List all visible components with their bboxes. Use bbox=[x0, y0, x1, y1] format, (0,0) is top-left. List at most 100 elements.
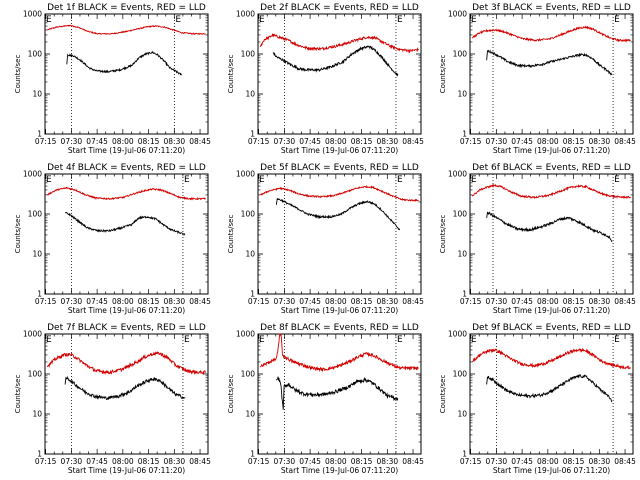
x-tick-label: 07:30 bbox=[486, 137, 508, 146]
series-line-events bbox=[275, 376, 399, 410]
series-line-events bbox=[66, 50, 182, 76]
chart-title: Det 2f BLACK = Events, RED = LLD bbox=[260, 3, 419, 13]
x-tick-label: 07:15 bbox=[35, 137, 57, 146]
x-tick-label: 07:30 bbox=[61, 137, 83, 146]
x-tick-label: 08:15 bbox=[563, 457, 585, 466]
marker-left: E bbox=[46, 335, 52, 345]
y-tick-label: 1000 bbox=[448, 170, 467, 179]
marker-right: E bbox=[175, 15, 181, 25]
x-axis-label: Start Time (19-Jul-06 07:11:20) bbox=[281, 146, 398, 155]
marker-right: E bbox=[614, 335, 620, 345]
x-axis-label: Start Time (19-Jul-06 07:11:20) bbox=[68, 466, 185, 475]
x-tick-label: 08:15 bbox=[563, 297, 585, 306]
x-axis-label: Start Time (19-Jul-06 07:11:20) bbox=[493, 466, 610, 475]
y-tick-label: 1 bbox=[462, 130, 467, 139]
y-tick-label: 1000 bbox=[448, 10, 467, 19]
chart-panel: Det 9f BLACK = Events, RED = LLD 1 10 100 10… bbox=[439, 323, 636, 475]
y-axis-label: Counts/sec bbox=[14, 55, 22, 94]
y-axis-label: Counts/sec bbox=[14, 215, 22, 254]
marker-right: E bbox=[614, 175, 620, 185]
y-tick-label: 100 bbox=[241, 370, 256, 379]
series-line-lld bbox=[46, 351, 206, 376]
x-tick-label: 08:00 bbox=[537, 137, 559, 146]
x-tick-label: 07:45 bbox=[511, 297, 533, 306]
x-tick-label: 08:45 bbox=[189, 297, 211, 306]
y-axis-label: Counts/sec bbox=[14, 375, 22, 414]
x-tick-label: 08:00 bbox=[325, 297, 347, 306]
x-tick-label: 08:00 bbox=[112, 297, 134, 306]
x-tick-label: 07:45 bbox=[299, 297, 321, 306]
marker-left: E bbox=[46, 175, 52, 185]
y-tick-label: 10 bbox=[32, 250, 42, 259]
x-tick-label: 08:15 bbox=[138, 457, 160, 466]
y-tick-label: 1 bbox=[250, 290, 255, 299]
x-tick-label: 08:30 bbox=[377, 297, 399, 306]
y-tick-label: 1 bbox=[250, 450, 255, 459]
y-tick-label: 10 bbox=[245, 90, 255, 99]
series-line-lld bbox=[46, 186, 206, 201]
x-axis-label: Start Time (19-Jul-06 07:11:20) bbox=[493, 306, 610, 315]
plot-frame bbox=[257, 333, 422, 455]
series-line-lld bbox=[471, 347, 631, 370]
plot-frame bbox=[469, 173, 634, 295]
marker-left: E bbox=[259, 175, 265, 185]
marker-right: E bbox=[397, 15, 403, 25]
marker-right: E bbox=[397, 335, 403, 345]
y-tick-label: 1 bbox=[37, 450, 42, 459]
x-tick-label: 07:45 bbox=[299, 137, 321, 146]
series-line-lld bbox=[471, 25, 631, 43]
x-tick-label: 07:15 bbox=[460, 457, 482, 466]
y-tick-label: 1000 bbox=[236, 10, 255, 19]
x-tick-label: 07:15 bbox=[460, 137, 482, 146]
x-tick-label: 08:30 bbox=[377, 457, 399, 466]
x-tick-label: 07:30 bbox=[274, 297, 296, 306]
x-axis-label: Start Time (19-Jul-06 07:11:20) bbox=[281, 466, 398, 475]
y-tick-label: 1000 bbox=[23, 10, 42, 19]
x-tick-label: 08:15 bbox=[351, 297, 373, 306]
series-line-events bbox=[275, 198, 401, 231]
x-tick-label: 08:45 bbox=[189, 137, 211, 146]
chart-title: Det 7f BLACK = Events, RED = LLD bbox=[47, 323, 206, 333]
y-axis-label: Counts/sec bbox=[439, 215, 447, 254]
y-axis-label: Counts/sec bbox=[439, 375, 447, 414]
marker-left: E bbox=[259, 15, 265, 25]
x-tick-label: 07:15 bbox=[35, 457, 57, 466]
plot-frame bbox=[44, 173, 209, 295]
y-tick-label: 1000 bbox=[23, 170, 42, 179]
series-line-lld bbox=[46, 24, 206, 36]
x-axis-label: Start Time (19-Jul-06 07:11:20) bbox=[493, 146, 610, 155]
x-tick-label: 08:15 bbox=[138, 297, 160, 306]
y-tick-label: 1000 bbox=[236, 170, 255, 179]
y-tick-label: 10 bbox=[457, 250, 467, 259]
series-line-lld bbox=[259, 32, 419, 54]
chart-title: Det 1f BLACK = Events, RED = LLD bbox=[47, 3, 206, 13]
y-tick-label: 100 bbox=[28, 370, 43, 379]
x-tick-label: 08:45 bbox=[402, 137, 424, 146]
marker-right: E bbox=[397, 175, 403, 185]
plot-frame bbox=[44, 13, 209, 135]
x-tick-label: 08:00 bbox=[537, 457, 559, 466]
plot-frame bbox=[469, 333, 634, 455]
x-tick-label: 08:15 bbox=[138, 137, 160, 146]
plot-frame bbox=[469, 13, 634, 135]
marker-left: E bbox=[259, 335, 265, 345]
plot-frame bbox=[257, 173, 422, 295]
marker-right: E bbox=[614, 15, 620, 25]
x-tick-label: 08:15 bbox=[351, 457, 373, 466]
chart-title: Det 4f BLACK = Events, RED = LLD bbox=[47, 163, 206, 173]
y-axis-label: Counts/sec bbox=[227, 375, 235, 414]
chart-panel: Det 8f BLACK = Events, RED = LLD 1 10 100 10… bbox=[227, 323, 424, 475]
y-tick-label: 1 bbox=[37, 290, 42, 299]
y-axis-label: Counts/sec bbox=[227, 215, 235, 254]
series-line-lld bbox=[471, 183, 631, 200]
x-tick-label: 07:15 bbox=[35, 297, 57, 306]
x-tick-label: 08:30 bbox=[164, 137, 186, 146]
marker-left: E bbox=[471, 335, 477, 345]
y-tick-label: 1000 bbox=[236, 330, 255, 339]
marker-right: E bbox=[184, 335, 190, 345]
x-tick-label: 07:30 bbox=[486, 297, 508, 306]
y-tick-label: 1 bbox=[462, 450, 467, 459]
x-axis-label: Start Time (19-Jul-06 07:11:20) bbox=[68, 146, 185, 155]
y-tick-label: 100 bbox=[453, 50, 468, 59]
y-tick-label: 100 bbox=[28, 50, 43, 59]
